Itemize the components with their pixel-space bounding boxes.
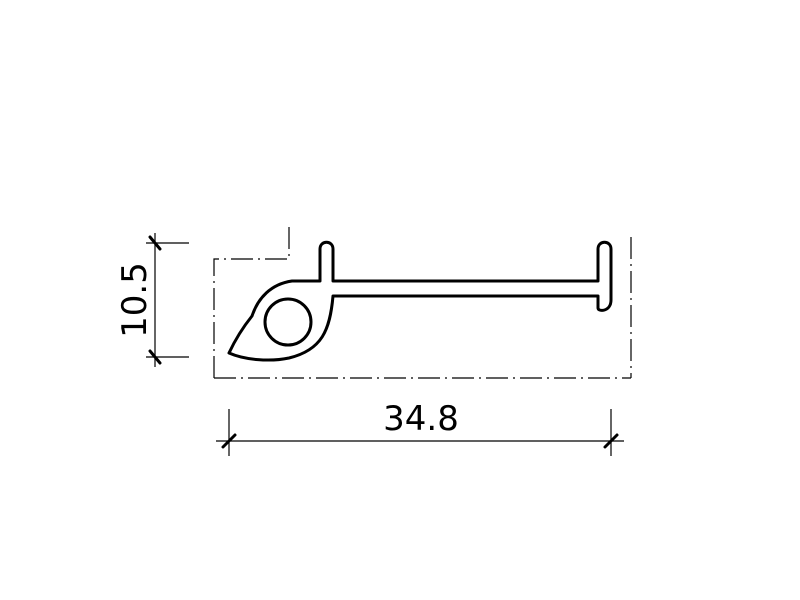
profile-outline: [227, 240, 613, 362]
width-tick-right: [603, 433, 619, 449]
bounding-frame: [213, 226, 632, 379]
height-tick-bottom: [148, 349, 162, 365]
width-dimension-label: 34.8: [383, 399, 459, 439]
height-tick-top: [148, 235, 162, 251]
width-tick-left: [221, 433, 237, 449]
height-dimension-label: 10.5: [115, 262, 155, 338]
width-dimension: 34.8: [216, 399, 624, 456]
extrusion-profile: [227, 240, 613, 362]
height-dimension: 10.5: [115, 233, 189, 367]
screw-port-circle: [263, 297, 313, 347]
frame-top-left-step: [213, 226, 290, 378]
